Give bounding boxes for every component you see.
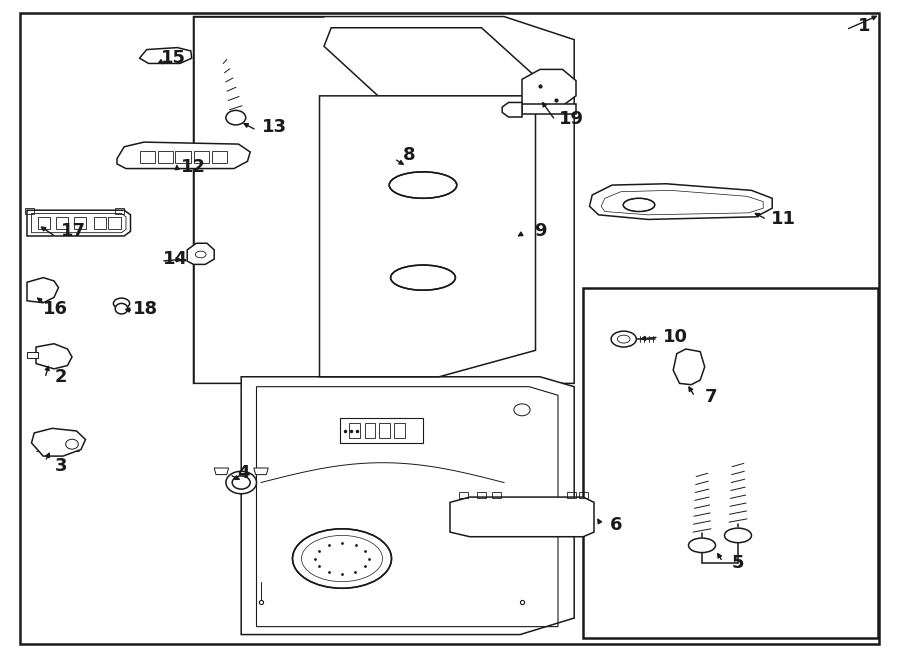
Ellipse shape: [226, 110, 246, 125]
Polygon shape: [522, 104, 576, 114]
Polygon shape: [502, 102, 522, 117]
Bar: [379, 423, 390, 438]
Text: 6: 6: [610, 516, 623, 535]
Bar: [56, 217, 68, 229]
Ellipse shape: [623, 198, 655, 212]
Polygon shape: [187, 243, 214, 264]
Polygon shape: [32, 428, 86, 456]
Bar: [567, 492, 576, 498]
Polygon shape: [340, 418, 423, 443]
Polygon shape: [36, 344, 72, 369]
Text: 14: 14: [163, 250, 188, 268]
Polygon shape: [214, 468, 229, 475]
Bar: [108, 217, 121, 229]
Bar: [140, 151, 155, 163]
Text: 5: 5: [732, 554, 744, 572]
Bar: [579, 492, 588, 498]
Ellipse shape: [226, 471, 256, 494]
Ellipse shape: [115, 303, 128, 314]
Bar: [74, 217, 86, 229]
Bar: [459, 492, 468, 498]
Polygon shape: [450, 497, 594, 537]
Text: 16: 16: [43, 299, 68, 318]
Polygon shape: [27, 278, 58, 303]
Bar: [492, 492, 501, 498]
Text: 8: 8: [403, 146, 416, 165]
Text: 4: 4: [237, 463, 249, 482]
Bar: [158, 151, 173, 163]
Polygon shape: [254, 468, 268, 475]
Ellipse shape: [389, 172, 456, 198]
Polygon shape: [590, 184, 772, 219]
Text: 11: 11: [770, 210, 796, 229]
Polygon shape: [673, 349, 705, 385]
Text: 10: 10: [662, 328, 688, 346]
Bar: [25, 208, 34, 214]
Ellipse shape: [292, 529, 392, 588]
Bar: [38, 217, 50, 229]
Text: 1: 1: [858, 17, 870, 36]
Polygon shape: [324, 28, 540, 96]
Text: 7: 7: [705, 387, 717, 406]
Text: 17: 17: [61, 222, 86, 241]
Text: 19: 19: [559, 110, 584, 128]
Bar: [94, 217, 106, 229]
Bar: [176, 151, 191, 163]
Ellipse shape: [66, 439, 78, 449]
Polygon shape: [320, 96, 536, 377]
Polygon shape: [117, 142, 250, 169]
Polygon shape: [522, 69, 576, 106]
Text: 3: 3: [55, 457, 68, 475]
Ellipse shape: [391, 265, 455, 290]
Ellipse shape: [688, 538, 716, 553]
Polygon shape: [27, 210, 130, 236]
Bar: [349, 423, 360, 438]
Text: 13: 13: [262, 118, 287, 136]
Bar: [212, 151, 227, 163]
Ellipse shape: [611, 331, 636, 347]
Polygon shape: [140, 48, 192, 63]
Ellipse shape: [113, 298, 130, 309]
Bar: [115, 208, 124, 214]
Ellipse shape: [232, 476, 250, 489]
Bar: [583, 288, 878, 638]
Bar: [477, 492, 486, 498]
Text: 15: 15: [161, 49, 186, 67]
Text: 2: 2: [55, 368, 68, 386]
Bar: [364, 423, 375, 438]
Polygon shape: [241, 377, 574, 635]
Text: 9: 9: [534, 222, 546, 241]
Bar: [394, 423, 405, 438]
Text: 12: 12: [181, 157, 206, 176]
Polygon shape: [27, 352, 38, 358]
Ellipse shape: [724, 528, 751, 543]
Text: 18: 18: [133, 299, 158, 318]
Bar: [194, 151, 209, 163]
